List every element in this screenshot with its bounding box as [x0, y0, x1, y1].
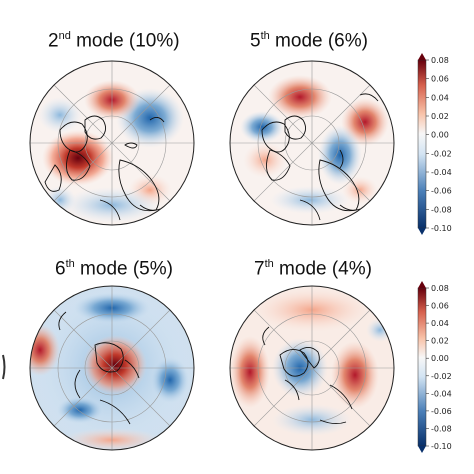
- colorbar-tick-label: 0.00: [431, 354, 449, 363]
- colorbar-bottom: 0.08 0.06 0.04 0.02 0.00 -0.02 -0.04 -0.06 -0.08…: [417, 281, 452, 453]
- edge-mark: [2, 354, 6, 380]
- colorbar-tick-label: -0.08: [431, 424, 452, 433]
- colorbar-tick-label: -0.04: [431, 168, 452, 177]
- colorbar-top: 0.08 0.06 0.04 0.02 0.00 -0.02 -0.04 -0.06 -0.08…: [417, 53, 452, 235]
- colorbar-tick-label: -0.04: [431, 389, 452, 398]
- colorbar-tick-label: 0.00: [431, 131, 449, 140]
- colorbar-tick-label: -0.10: [431, 442, 452, 451]
- colorbar-tick-label: 0.08: [431, 56, 449, 65]
- colorbar-tick-label: 0.08: [431, 284, 449, 293]
- colorbar-tick-label: 0.06: [431, 302, 449, 311]
- map-panel-5th-mode: [229, 60, 395, 226]
- colorbar-tick-label: -0.02: [431, 149, 452, 158]
- map-panel-6th-mode: [29, 285, 195, 451]
- colorbar-tick-label: -0.08: [431, 205, 452, 214]
- map-panel-7th-mode: [229, 285, 395, 451]
- panel-title-7th-mode: 7th mode (4%): [254, 258, 372, 280]
- colorbar-tick-label: -0.02: [431, 372, 452, 381]
- panel-title-2nd-mode: 2nd mode (10%): [48, 30, 180, 52]
- map-panel-2nd-mode: [29, 60, 195, 226]
- colorbar-tick-label: -0.06: [431, 187, 452, 196]
- colorbar-tick-label: 0.02: [431, 337, 449, 346]
- colorbar-tick-label: 0.04: [431, 319, 449, 328]
- colorbar-tick-label: 0.04: [431, 93, 449, 102]
- colorbar-tick-label: 0.06: [431, 75, 449, 84]
- colorbar-tick-label: -0.10: [431, 224, 452, 233]
- panel-title-6th-mode: 6th mode (5%): [55, 258, 173, 280]
- panel-title-5th-mode: 5th mode (6%): [250, 30, 368, 52]
- colorbar-tick-label: -0.06: [431, 407, 452, 416]
- colorbar-tick-label: 0.02: [431, 112, 449, 121]
